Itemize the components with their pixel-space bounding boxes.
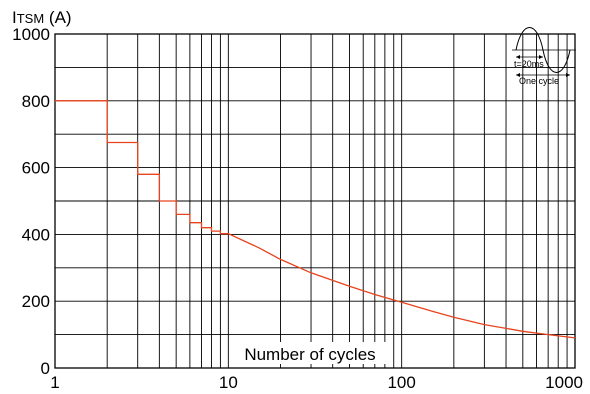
x-axis-label: Number of cycles <box>244 345 375 364</box>
x-axis-label-background <box>229 342 391 364</box>
y-axis-label: ITSM (A) <box>12 8 72 27</box>
tick-labels: 0 200 400 600 800 1000 1 10 100 1000 <box>12 25 583 392</box>
plot-frame <box>54 33 576 369</box>
y-tick-label: 600 <box>22 159 50 178</box>
y-axis-label-main: I <box>12 8 17 27</box>
inset-arrowhead-left-icon <box>516 55 520 59</box>
y-axis-label-sub: TSM <box>17 11 44 26</box>
y-tick-label: 0 <box>41 359 50 378</box>
x-tick-label: 1 <box>50 373 59 392</box>
x-tick-label: 100 <box>387 373 415 392</box>
y-tick-label: 400 <box>22 225 50 244</box>
y-tick-label: 800 <box>22 92 50 111</box>
inset-cycle-arrowhead-right-icon <box>566 73 570 77</box>
y-tick-label: 200 <box>22 292 50 311</box>
y-axis-label-unit: (A) <box>44 8 71 27</box>
surge-current-line <box>55 100 576 339</box>
x-tick-label: 10 <box>219 373 238 392</box>
grid-lines <box>55 34 575 368</box>
cycle-inset: t=20ms One cycle <box>512 27 576 86</box>
inset-period-label: t=20ms <box>514 59 544 69</box>
inset-cycle-label: One cycle <box>519 76 559 86</box>
inset-arrowhead-right-icon <box>539 55 543 59</box>
y-tick-label: 1000 <box>12 25 50 44</box>
inset-cycle-arrowhead-left-icon <box>516 73 520 77</box>
x-tick-label: 1000 <box>545 373 583 392</box>
